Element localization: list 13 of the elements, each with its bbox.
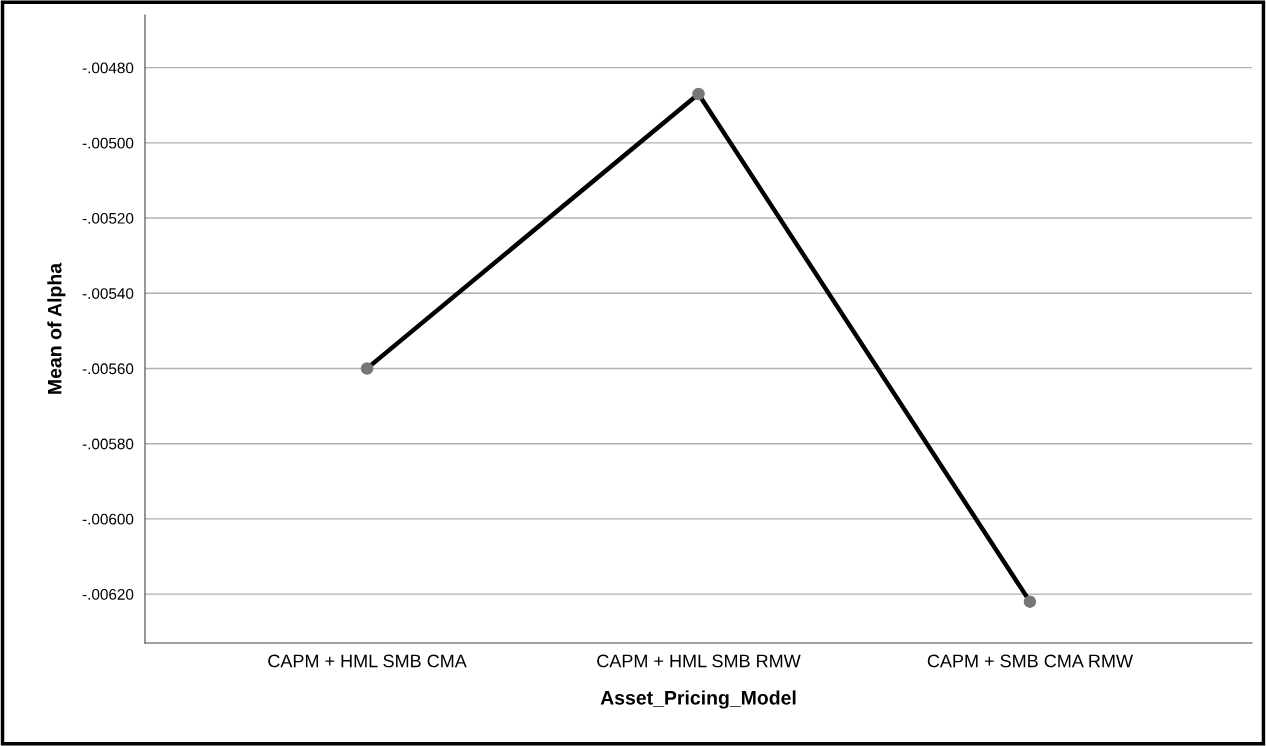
y-tick-label: -.00620 <box>82 588 134 600</box>
y-tick-label: -.00480 <box>82 62 134 74</box>
y-tick-label: -.00540 <box>82 288 134 299</box>
y-tick-label: -.00600 <box>82 513 134 525</box>
x-tick-label: CAPM + HML SMB CMA <box>268 654 467 668</box>
y-axis-title: Mean of Alpha <box>47 262 66 394</box>
y-tick-label: -.00520 <box>82 212 134 224</box>
y-tick-label: -.00560 <box>82 363 134 375</box>
y-tick-label: -.00580 <box>82 438 134 450</box>
x-axis-title: Asset_Pricing_Model <box>600 690 796 709</box>
x-tick-label: CAPM + SMB CMA RMW <box>927 654 1133 668</box>
y-tick-label: -.00500 <box>82 137 134 149</box>
x-tick-label: CAPM + HML SMB RMW <box>597 654 801 668</box>
